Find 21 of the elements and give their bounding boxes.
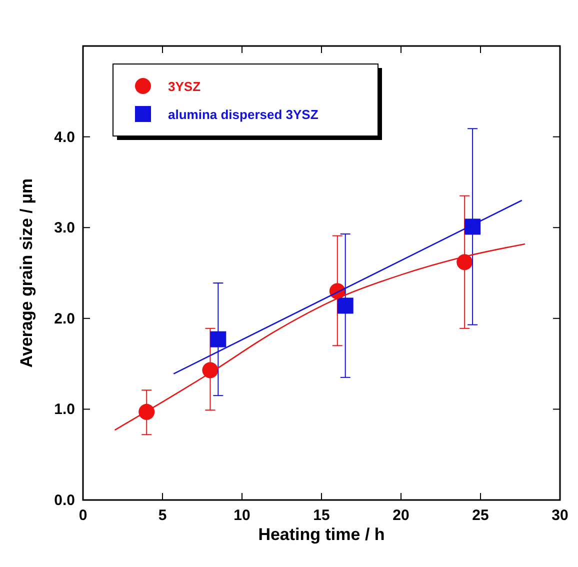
- point: [138, 404, 155, 420]
- y-tick-label: 4.0: [54, 128, 75, 146]
- x-tick-label: 20: [392, 507, 410, 524]
- y-tick-label: 3.0: [54, 220, 75, 237]
- y-axis-title: Average grain size / μm: [17, 178, 36, 368]
- x-axis-title: Heating time / h: [258, 525, 385, 544]
- point: [210, 331, 226, 348]
- legend-label: alumina dispersed 3YSZ: [168, 107, 318, 122]
- y-tick-label: 2.0: [54, 310, 75, 328]
- x-tick-label: 0: [78, 507, 88, 524]
- x-tick-label: 5: [158, 507, 167, 524]
- x-tick-label: 15: [313, 507, 330, 524]
- point: [337, 298, 354, 314]
- y-tick-label: 1.0: [54, 401, 75, 418]
- x-tick-label: 30: [552, 507, 568, 524]
- legend-label: 3YSZ: [168, 79, 201, 94]
- point: [456, 254, 473, 270]
- y-tick-label: 0.0: [54, 492, 75, 509]
- x-tick-label: 25: [472, 507, 489, 524]
- x-tick-label: 10: [234, 507, 250, 524]
- point: [464, 218, 481, 235]
